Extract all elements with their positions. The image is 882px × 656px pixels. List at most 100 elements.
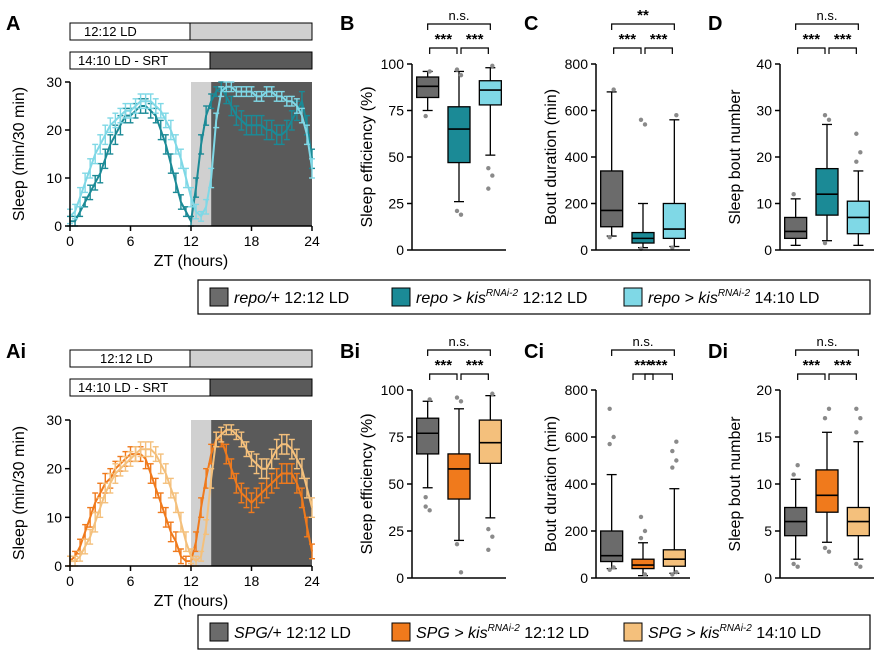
box-2	[478, 80, 502, 106]
y-tick-label: 0	[396, 570, 404, 586]
outlier-point	[607, 567, 612, 572]
legend-swatch	[391, 622, 411, 642]
outlier-point	[490, 534, 495, 539]
outlier-point	[791, 192, 796, 197]
legend-label: repo > kisRNAi-2 14:10 LD	[648, 288, 819, 307]
outlier-point	[607, 406, 612, 411]
outlier-point	[486, 186, 491, 191]
outlier-point	[854, 131, 859, 136]
panel-label-C: C	[524, 13, 538, 35]
significance-bracket	[427, 23, 491, 30]
legend-label-condition: 12:12 LD	[280, 290, 349, 307]
significance-label: ***	[834, 357, 852, 374]
box-1	[447, 106, 471, 164]
panel-label-B: B	[340, 13, 354, 35]
outlier-point	[795, 564, 800, 569]
y-tick-label: 30	[46, 412, 62, 428]
condition-bar-label: 12:12 LD	[84, 24, 137, 39]
significance-bracket	[644, 373, 673, 380]
box-plot-D: 0 10 20 30 40 Sleep bout number n.s. *** ***	[727, 8, 874, 258]
significance-bracket	[828, 47, 857, 54]
legend-label-genotype: repo/+	[234, 290, 280, 307]
significance-bracket	[429, 47, 458, 54]
light-phase-shading	[191, 420, 212, 566]
legend-spg: SPG/+ 12:12 LD SPG > kisRNAi-2 12:12 LD SP…	[197, 614, 871, 650]
outlier-point	[454, 67, 460, 72]
y-tick-label: 20	[46, 461, 62, 477]
dark-phase-shading	[211, 82, 312, 226]
significance-bracket	[797, 47, 826, 54]
significance-label: n.s.	[633, 334, 654, 349]
legend-repo: repo/+ 12:12 LD repo > kisRNAi-2 12:12 LD…	[197, 279, 871, 315]
outlier-point	[674, 569, 679, 575]
legend-label-genotype: repo > kis	[648, 290, 718, 307]
significance-label: n.s.	[449, 8, 470, 23]
box-2	[662, 202, 686, 240]
box-plot-Ci: 0 200 400 600 800 Bout duration (min) n.s. ****…	[543, 334, 690, 586]
y-tick-label: 400	[565, 476, 589, 492]
legend-label: SPG > kisRNAi-2 14:10 LD	[648, 623, 821, 642]
line-chart-Ai: 0 10 20 30 0 6 12 18 24 ZT (hours) Sleep (min/30 m…	[11, 412, 320, 610]
significance-bracket	[644, 47, 673, 54]
outlier-point	[454, 395, 460, 400]
x-tick-label: 18	[244, 233, 260, 249]
significance-bracket	[828, 373, 857, 380]
condition-bars-A: 12:12 LD 14:10 LD - SRT	[69, 22, 313, 70]
outlier-point	[454, 541, 460, 547]
outlier-point	[858, 416, 863, 421]
x-tick-label: 0	[66, 233, 74, 249]
y-axis-label: Sleep (min/30 min)	[11, 426, 28, 560]
significance-label: **	[637, 7, 649, 24]
significance-bracket	[613, 47, 642, 54]
significance-label: ***	[466, 31, 484, 48]
box-0	[600, 170, 624, 228]
outlier-point	[458, 570, 464, 575]
outlier-point	[795, 463, 800, 468]
outlier-point	[822, 545, 828, 551]
y-axis-label: Sleep bout number	[727, 416, 744, 552]
condition-bars-Ai: 12:12 LD 14:10 LD - SRT	[69, 349, 313, 397]
significance-label: ***	[466, 357, 484, 374]
legend-label-condition: 12:12 LD	[518, 290, 587, 307]
y-tick-label: 800	[565, 56, 589, 72]
outlier-point	[674, 458, 679, 463]
outlier-point	[607, 235, 612, 240]
x-axis-label: ZT (hours)	[154, 253, 228, 270]
y-tick-label: 0	[54, 218, 62, 234]
y-tick-label: 25	[388, 523, 404, 539]
legend-label-superscript: RNAi-2	[720, 623, 753, 634]
significance-bracket	[797, 373, 826, 380]
outlier-point	[822, 416, 828, 421]
legend-frame	[197, 614, 871, 650]
box-2	[478, 419, 502, 464]
y-tick-label: 0	[580, 242, 588, 258]
legend-label-condition: 12:12 LD	[282, 625, 351, 642]
outlier-point	[854, 561, 859, 567]
outlier-point	[458, 72, 464, 78]
outlier-point	[822, 240, 828, 246]
outlier-point	[486, 547, 491, 552]
y-tick-label: 20	[756, 382, 772, 398]
significance-label: ***	[650, 31, 668, 48]
y-axis-label: Bout duration (min)	[543, 89, 560, 225]
outlier-point	[670, 572, 675, 577]
y-tick-label: 50	[388, 149, 404, 165]
outlier-point	[670, 448, 675, 454]
outlier-point	[791, 561, 796, 567]
outlier-point	[611, 87, 616, 92]
y-tick-label: 100	[381, 56, 405, 72]
outlier-point	[454, 208, 460, 214]
outlier-point	[826, 549, 832, 554]
significance-bracket	[460, 373, 489, 380]
box-0	[416, 417, 440, 455]
series-line-1	[69, 85, 313, 219]
outlier-point	[486, 526, 491, 532]
outlier-point	[458, 212, 464, 217]
y-axis-label: Bout duration (min)	[543, 416, 560, 552]
y-tick-label: 50	[388, 476, 404, 492]
legend-label: repo > kisRNAi-2 12:12 LD	[416, 288, 587, 307]
x-tick-label: 0	[66, 573, 74, 589]
outlier-point	[427, 508, 432, 513]
outlier-point	[670, 465, 675, 470]
